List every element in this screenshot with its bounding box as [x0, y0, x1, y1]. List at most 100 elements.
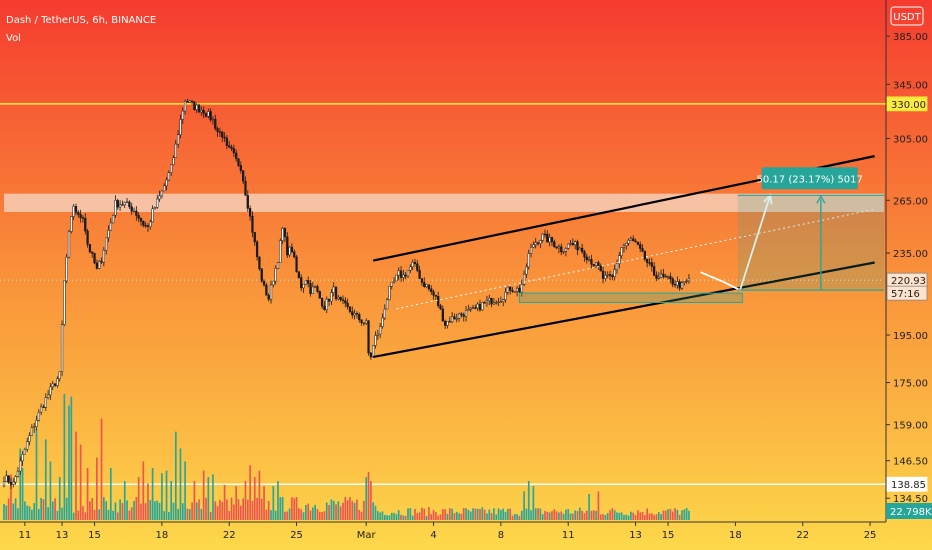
candle-body — [669, 276, 672, 280]
volume-bar — [423, 508, 426, 520]
volume-bar — [407, 508, 409, 520]
volume-bar — [418, 512, 421, 520]
candle — [485, 295, 489, 307]
candle-body — [369, 352, 372, 358]
volume-bar — [214, 501, 217, 520]
candle — [146, 223, 150, 232]
volume-bar — [258, 470, 261, 520]
volume-bar — [86, 468, 89, 520]
candle-body — [30, 427, 33, 436]
volume-bar — [467, 509, 470, 520]
candle — [502, 298, 505, 307]
x-tick-label: 8 — [498, 530, 504, 541]
candle — [606, 271, 609, 279]
candle-body — [409, 266, 412, 271]
candle-body — [216, 128, 219, 132]
volume-bar — [525, 508, 528, 520]
candle-body — [253, 232, 256, 243]
y-tick-label: 265.00 — [893, 196, 928, 207]
volume-bar — [655, 514, 658, 520]
candle — [288, 246, 291, 258]
candle — [195, 103, 198, 114]
candle — [132, 207, 136, 213]
candle — [309, 279, 312, 297]
candle — [453, 313, 456, 320]
volume-bar — [534, 508, 537, 520]
volume-bar — [77, 510, 80, 520]
candle — [218, 127, 222, 137]
volume-bar — [527, 481, 530, 520]
candle-body — [460, 313, 463, 315]
candle — [553, 239, 556, 248]
candle-body — [42, 406, 45, 408]
volume-bar — [321, 511, 323, 520]
candle — [86, 228, 89, 248]
volume-bar — [226, 499, 228, 520]
volume-bar — [599, 514, 602, 520]
supply-zone — [4, 193, 884, 213]
candle-body — [576, 241, 579, 251]
candle-body — [77, 212, 80, 215]
candle — [49, 382, 52, 400]
volume-bar — [562, 513, 565, 520]
volume-bar — [221, 501, 224, 520]
candle-body — [235, 152, 238, 159]
candle-body — [564, 248, 568, 252]
candle — [664, 273, 667, 278]
candle-body — [65, 256, 68, 282]
candle — [2, 476, 6, 488]
volume-bar — [502, 508, 505, 520]
volume-bar — [193, 481, 196, 520]
candle — [648, 258, 651, 266]
currency-label: USDT — [893, 12, 921, 23]
candle — [541, 232, 544, 243]
volume-bar — [144, 503, 147, 520]
candle — [304, 279, 307, 285]
candle-body — [592, 264, 595, 266]
candle-body — [420, 278, 424, 283]
candle — [362, 322, 366, 326]
volume-bar — [560, 511, 563, 520]
candle-body — [125, 201, 129, 203]
volume-bar — [170, 481, 173, 520]
currency-button[interactable]: USDT — [890, 6, 924, 26]
candle-body — [237, 158, 240, 166]
candle-body — [650, 262, 653, 267]
candle-body — [450, 316, 454, 323]
volume-bar — [149, 499, 152, 520]
candle-body — [269, 284, 273, 300]
candle-body — [170, 164, 173, 173]
price-axis[interactable]: 385.00 345.00 305.00 265.00 235.00 195.00 175.… — [886, 32, 928, 505]
candle-body — [687, 278, 691, 282]
volume-bar — [388, 515, 391, 520]
candle-body — [416, 263, 419, 271]
candle-body — [390, 281, 393, 287]
candle-body — [379, 326, 382, 335]
candle — [177, 129, 180, 148]
candle-body — [316, 286, 319, 292]
volume-bar — [416, 513, 419, 520]
volume-bar — [667, 509, 669, 520]
candle-body — [142, 220, 145, 226]
candle — [590, 254, 593, 269]
candle — [100, 257, 103, 264]
candle — [448, 316, 451, 323]
candle-body — [629, 238, 633, 241]
candle — [457, 312, 461, 322]
volume-bar — [397, 510, 400, 520]
volume-bar — [511, 515, 514, 520]
time-axis[interactable]: 11 13 15 18 22 25 Mar 4 8 11 13 15 18 22 25 — [19, 522, 877, 541]
volume-bar — [581, 510, 583, 520]
candle — [613, 264, 616, 281]
candle — [525, 263, 528, 279]
candle — [539, 239, 542, 249]
candle — [513, 290, 516, 293]
candle — [300, 274, 303, 292]
candle-body — [281, 228, 284, 241]
candle — [276, 261, 280, 269]
volume-tag-box — [886, 503, 932, 519]
candle — [365, 318, 368, 326]
candle — [12, 478, 15, 488]
volume-bar — [430, 514, 433, 520]
